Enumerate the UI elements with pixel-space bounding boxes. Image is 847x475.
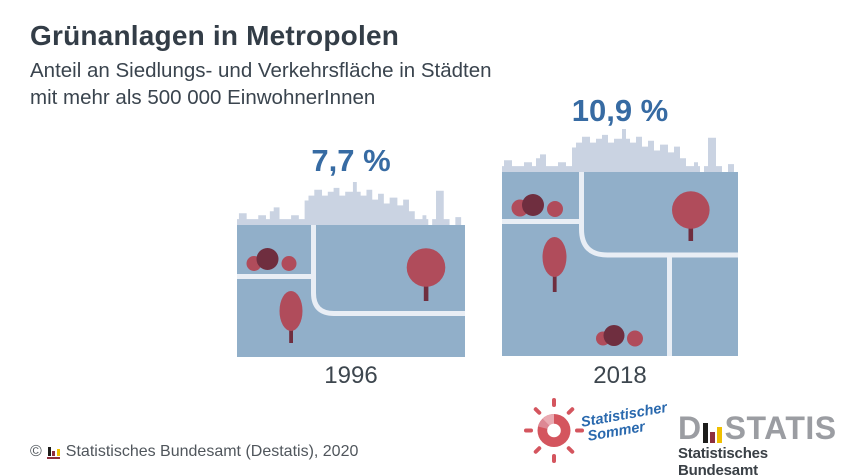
destatis-logo-d: D <box>678 410 702 446</box>
sun-donut-chart <box>537 414 571 447</box>
destatis-logo-bars-icon <box>702 420 724 444</box>
statistischer-sommer-sun-icon <box>524 398 584 463</box>
oval-tree-icon <box>542 237 567 292</box>
city-block-1996 <box>237 225 465 357</box>
year-label-1996: 1996 <box>324 362 378 389</box>
copyright-line: © Statistisches Bundesamt (Destatis), 20… <box>30 443 358 461</box>
road-curve <box>311 225 465 316</box>
subtitle-line-1: Anteil an Siedlungs- und Verkehrsfläche … <box>30 59 492 82</box>
bush-group-icon <box>246 248 297 271</box>
roads <box>237 225 465 316</box>
page-subtitle: Anteil an Siedlungs- und Verkehrsfläche … <box>30 57 492 111</box>
value-label-1996: 7,7 % <box>311 143 391 178</box>
city-skyline-1996 <box>237 181 462 225</box>
bush-group-icon-bottom <box>596 325 643 347</box>
skyline-silhouette <box>502 128 734 172</box>
road-curve <box>579 172 738 258</box>
copyright-text: Statistisches Bundesamt (Destatis), 2020 <box>65 443 359 460</box>
subtitle-line-2: mit mehr als 500 000 EinwohnerInnen <box>30 86 376 109</box>
city-skyline-2018 <box>502 128 734 172</box>
oval-tree-icon <box>279 291 303 343</box>
block-ground <box>237 225 465 357</box>
value-label-2018: 10,9 % <box>571 93 669 128</box>
page-title: Grünanlagen in Metropolen <box>30 20 400 51</box>
destatis-logo: D STATIS <box>678 412 837 444</box>
destatis-logo-subtitle: Statistisches Bundesamt <box>678 445 768 475</box>
year-label-2018: 2018 <box>593 362 647 389</box>
roads <box>502 172 738 356</box>
sun-rays <box>524 398 584 463</box>
skyline-silhouette <box>237 181 462 225</box>
destatis-logo-statis: STATIS <box>724 410 837 446</box>
round-tree-icon <box>672 191 710 241</box>
copyright-symbol: © <box>30 443 42 460</box>
destatis-bars-icon <box>46 445 61 459</box>
city-block-2018 <box>502 172 738 356</box>
round-tree-icon <box>406 248 446 301</box>
bush-group-icon <box>511 194 563 217</box>
